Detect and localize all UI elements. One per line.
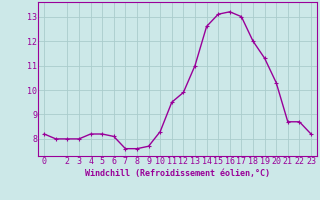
X-axis label: Windchill (Refroidissement éolien,°C): Windchill (Refroidissement éolien,°C) xyxy=(85,169,270,178)
